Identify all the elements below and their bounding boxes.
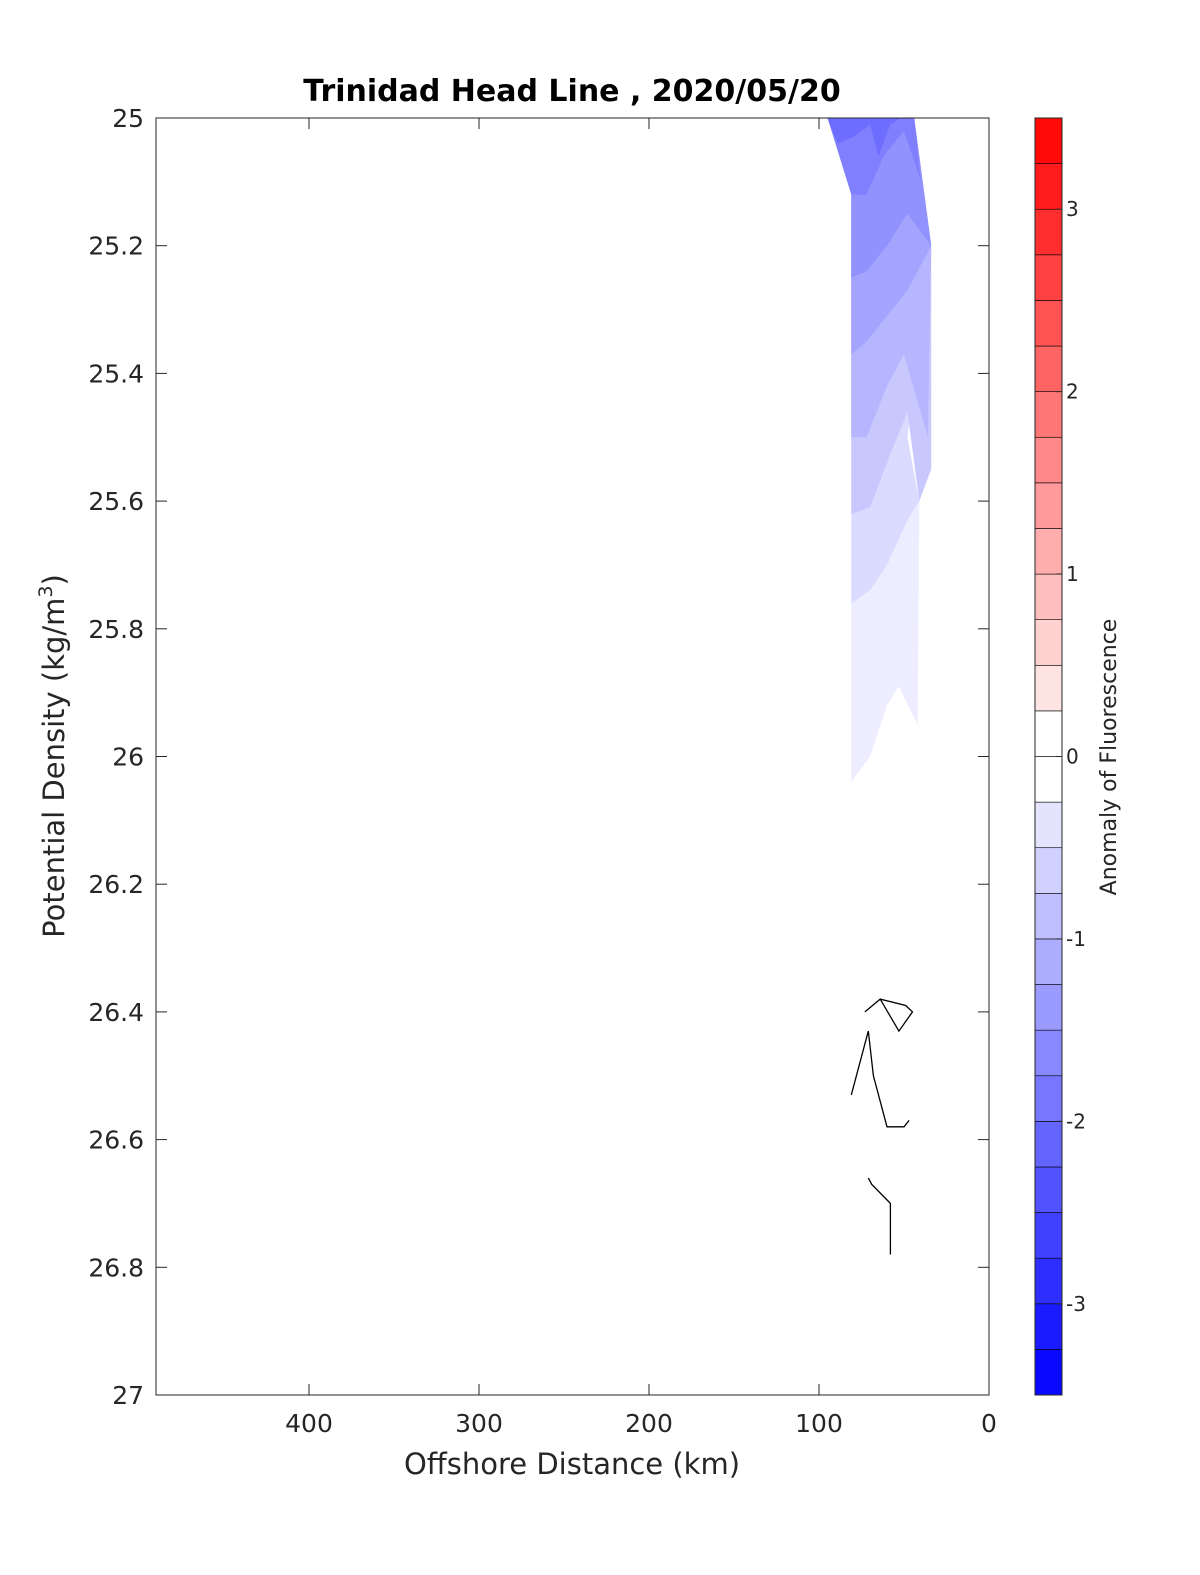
colorbar-band [1034, 528, 1063, 575]
y-axis-label-suffix: ) [37, 574, 71, 585]
colorbar-band [1034, 117, 1063, 164]
colorbar: -3 -2 -1 0 1 2 3 Anomaly of Fluorescence [1034, 117, 1122, 1396]
colorbar-band [1034, 847, 1063, 894]
colorbar-band [1034, 1029, 1063, 1077]
colorbar-band [1034, 1121, 1063, 1168]
x-tick-label: 300 [455, 1409, 503, 1438]
colorbar-label: Anomaly of Fluorescence [1097, 619, 1122, 896]
colorbar-tick-label: -2 [1066, 1109, 1086, 1133]
colorbar-bands [1034, 117, 1063, 1396]
y-tick-label: 27 [112, 1381, 144, 1410]
x-tick-label: 0 [981, 1409, 997, 1438]
y-tick-label: 26.8 [88, 1253, 144, 1282]
zero-contour-line [850, 1030, 910, 1128]
colorbar-band [1034, 163, 1063, 210]
zero-contour-line [864, 998, 914, 1033]
colorbar-band [1034, 1166, 1063, 1213]
zero-contour-line [867, 1177, 892, 1255]
colorbar-band [1034, 938, 1063, 985]
colorbar-tick-label: -1 [1066, 927, 1086, 951]
colorbar-tick-label: 2 [1066, 380, 1079, 404]
colorbar-tick-label: -3 [1066, 1292, 1086, 1316]
colorbar-band [1034, 391, 1063, 438]
contour-fills [827, 118, 932, 782]
x-tick-label: 400 [285, 1409, 333, 1438]
x-axis-ticks: 400 300 200 100 0 [285, 118, 997, 1438]
colorbar-band [1034, 1303, 1063, 1350]
y-axis-label-main: Potential Density (kg/m [37, 598, 71, 938]
y-tick-label: 25.4 [88, 359, 144, 388]
contour-region [827, 118, 901, 157]
colorbar-band [1034, 436, 1063, 484]
colorbar-band [1034, 801, 1063, 849]
y-tick-label: 25.8 [88, 615, 144, 644]
y-axis-label: Potential Density (kg/m3) [35, 574, 71, 938]
colorbar-band [1034, 208, 1063, 256]
y-tick-label: 25.6 [88, 487, 144, 516]
zero-contour-lines [850, 998, 914, 1255]
y-tick-label: 26.2 [88, 870, 144, 899]
y-axis-label-superscript: 3 [35, 585, 57, 597]
colorbar-band [1034, 1212, 1063, 1259]
y-tick-label: 26.4 [88, 998, 144, 1027]
colorbar-tick-label: 1 [1066, 562, 1079, 586]
colorbar-band [1034, 1349, 1063, 1396]
colorbar-tick-label: 0 [1066, 745, 1079, 769]
colorbar-band [1034, 482, 1063, 529]
plot-background [156, 118, 989, 1395]
x-axis-label: Offshore Distance (km) [404, 1447, 740, 1481]
colorbar-band [1034, 1075, 1063, 1122]
colorbar-band [1034, 300, 1063, 347]
colorbar-band [1034, 345, 1063, 392]
colorbar-band [1034, 619, 1063, 666]
y-tick-label: 25 [112, 104, 144, 133]
chart-title: Trinidad Head Line , 2020/05/20 [303, 74, 840, 109]
colorbar-tick-label: 3 [1066, 197, 1079, 221]
y-axis-ticks: 25 25.2 25.4 25.6 25.8 26 26.2 26.4 26.6 26.8 27 [88, 104, 989, 1410]
x-tick-label: 100 [795, 1409, 843, 1438]
colorbar-band [1034, 756, 1063, 803]
y-tick-label: 26 [112, 743, 144, 772]
x-tick-label: 200 [625, 1409, 673, 1438]
colorbar-band [1034, 984, 1063, 1031]
colorbar-band [1034, 893, 1063, 940]
colorbar-band [1034, 664, 1063, 712]
colorbar-band [1034, 573, 1063, 620]
y-tick-label: 25.2 [88, 232, 144, 261]
colorbar-band [1034, 1257, 1063, 1305]
colorbar-band [1034, 710, 1063, 757]
colorbar-band [1034, 254, 1063, 301]
colorbar-ticks: -3 -2 -1 0 1 2 3 [1056, 197, 1086, 1316]
y-tick-label: 26.6 [88, 1126, 144, 1155]
